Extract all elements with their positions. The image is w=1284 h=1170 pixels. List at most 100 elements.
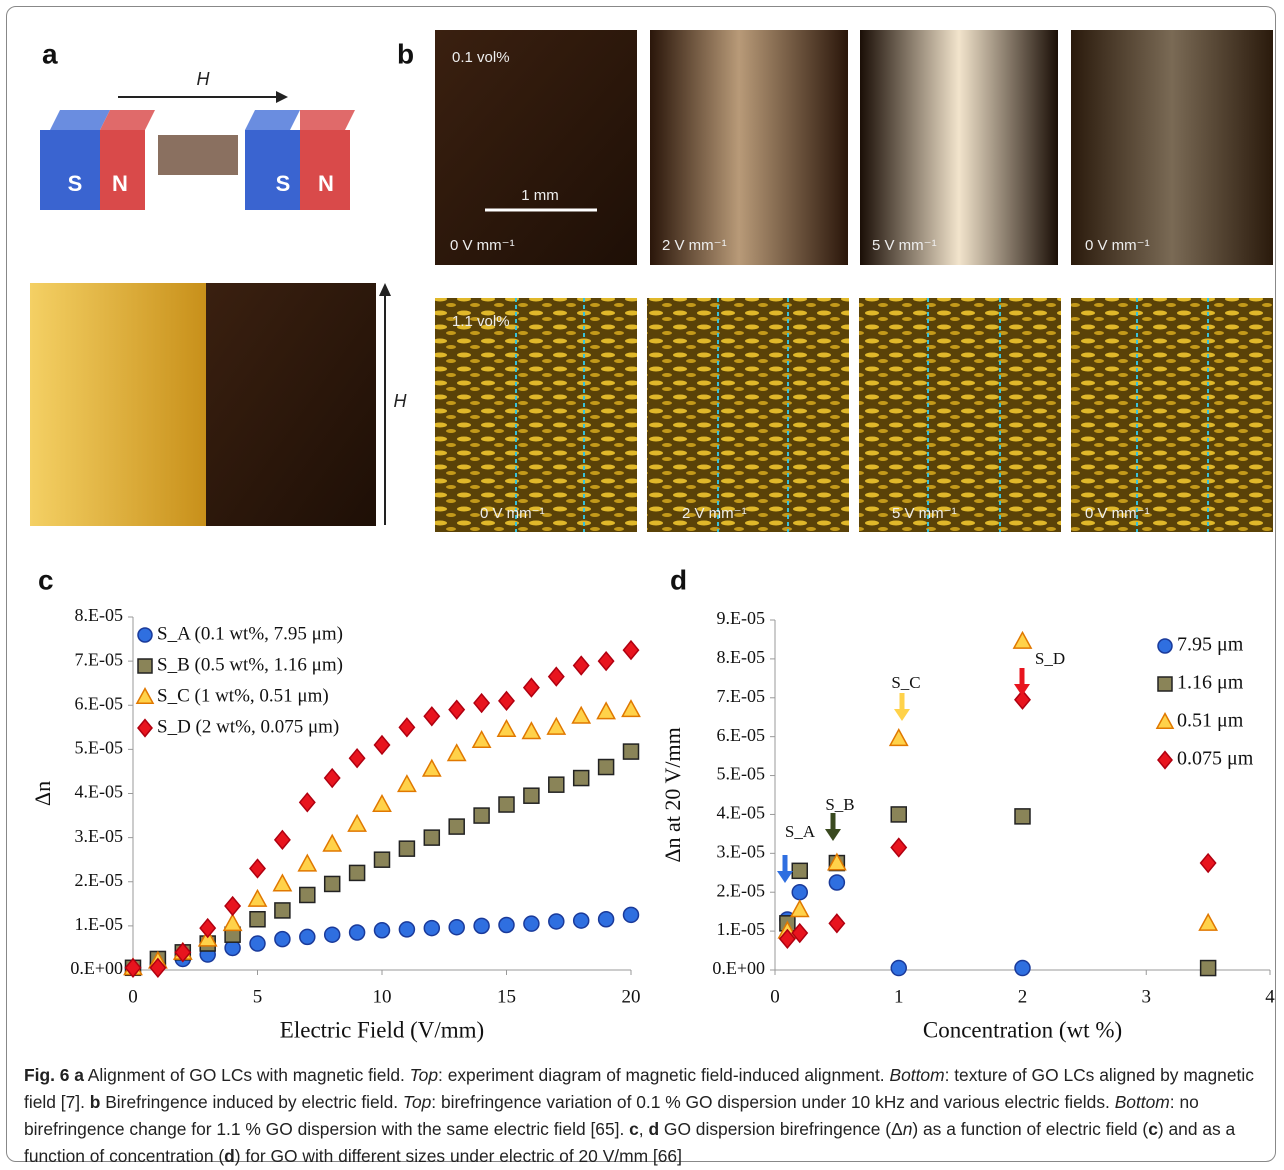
legend-label: 1.16 μm — [1177, 672, 1244, 694]
data-point — [200, 919, 215, 937]
y-tick-label: 8.E-05 — [75, 605, 124, 625]
photo-label: 5 V mm⁻¹ — [872, 237, 937, 254]
y-tick-label: 6.E-05 — [75, 693, 124, 713]
y-tick-label: 6.E-05 — [717, 725, 766, 745]
data-point — [424, 921, 439, 936]
data-point — [1200, 914, 1217, 930]
data-point — [399, 841, 414, 856]
data-point — [1201, 854, 1216, 872]
x-tick-label: 20 — [622, 986, 641, 1007]
field-label: H — [197, 69, 211, 89]
x-tick-label: 15 — [497, 986, 516, 1007]
data-point — [499, 917, 514, 932]
y-tick-label: 3.E-05 — [717, 841, 766, 861]
photo-label: 1.1 vol% — [452, 313, 510, 330]
caption-text: ) as a function of electric field ( — [912, 1119, 1148, 1139]
x-axis-title: Concentration (wt %) — [923, 1017, 1122, 1042]
caption-text: GO dispersion birefringence (Δ — [659, 1119, 903, 1139]
data-point — [829, 875, 844, 890]
annotation: S_C — [891, 673, 920, 692]
caption-text: ) for GO with different sizes under elec… — [235, 1146, 682, 1166]
photo-label: 0 V mm⁻¹ — [1085, 237, 1150, 254]
data-point — [524, 788, 539, 803]
data-point — [275, 831, 290, 849]
data-point — [275, 903, 290, 918]
data-point — [891, 839, 906, 857]
caption-text: c — [1148, 1119, 1158, 1139]
data-point — [622, 701, 639, 717]
x-tick-label: 2 — [1018, 986, 1028, 1007]
annotation-arrowhead — [825, 829, 841, 841]
legend-marker — [138, 659, 152, 673]
legend-marker — [1158, 639, 1172, 653]
photo-label: 2 V mm⁻¹ — [662, 237, 727, 254]
y-tick-label: 1.E-05 — [717, 919, 766, 939]
data-point — [474, 808, 489, 823]
photo-label: 0 V mm⁻¹ — [450, 237, 515, 254]
data-point — [829, 914, 844, 932]
y-tick-label: 9.E-05 — [717, 608, 766, 628]
data-point — [890, 730, 907, 746]
data-point — [274, 875, 291, 891]
x-tick-label: 4 — [1265, 986, 1275, 1007]
data-point — [250, 912, 265, 927]
caption-text: Top — [403, 1092, 431, 1112]
photo-label: 0 V mm⁻¹ — [1085, 505, 1150, 522]
legend-marker — [1158, 752, 1172, 769]
data-point — [523, 723, 540, 739]
annotation: S_A — [785, 822, 816, 841]
data-point — [375, 923, 390, 938]
data-point — [350, 865, 365, 880]
data-point — [624, 641, 639, 659]
data-point — [350, 749, 365, 767]
data-point — [350, 925, 365, 940]
caption-text: Alignment of GO LCs with magnetic field. — [84, 1065, 410, 1085]
data-point — [624, 744, 639, 759]
pole: N — [112, 171, 128, 196]
legend-marker — [1157, 714, 1173, 729]
x-tick-label: 1 — [894, 986, 904, 1007]
data-point — [325, 769, 340, 787]
caption-text: : birefringence variation of 0.1 % GO di… — [431, 1092, 1114, 1112]
annotation-arrowhead — [777, 871, 793, 883]
y-tick-label: 5.E-05 — [717, 764, 766, 784]
y-tick-label: 4.E-05 — [717, 803, 766, 823]
data-point — [599, 912, 614, 927]
caption-text: b — [90, 1092, 101, 1112]
annotation: S_D — [1035, 649, 1065, 668]
data-point — [891, 961, 906, 976]
x-tick-label: 3 — [1142, 986, 1152, 1007]
legend-label: S_D (2 wt%, 0.075 μm) — [157, 716, 339, 737]
data-point — [448, 745, 465, 761]
data-point — [549, 668, 564, 686]
data-point — [524, 679, 539, 697]
x-tick-label: 5 — [253, 986, 263, 1007]
data-point — [792, 885, 807, 900]
caption-text: c — [629, 1119, 639, 1139]
data-point — [449, 920, 464, 935]
texture-image: H — [30, 283, 408, 526]
x-tick-label: 0 — [128, 986, 138, 1007]
legend-label: S_A (0.1 wt%, 7.95 μm) — [157, 623, 343, 644]
y-tick-label: 5.E-05 — [75, 738, 124, 758]
data-point — [597, 703, 614, 719]
legend-label: 0.51 μm — [1177, 710, 1244, 732]
scale-label: 1 mm — [521, 187, 559, 204]
legend-marker — [138, 628, 152, 642]
data-point — [250, 860, 265, 878]
x-tick-label: 0 — [770, 986, 780, 1007]
y-tick-label: 2.E-05 — [717, 880, 766, 900]
annotation-arrowhead — [1014, 684, 1030, 696]
data-point — [599, 760, 614, 775]
data-point — [373, 796, 390, 812]
caption-text: n — [903, 1119, 913, 1139]
data-point — [249, 890, 266, 906]
legend-marker — [1158, 677, 1172, 691]
data-point — [549, 777, 564, 792]
y-tick-label: 3.E-05 — [75, 826, 124, 846]
y-tick-label: 1.E-05 — [75, 914, 124, 934]
pole: S — [68, 171, 83, 196]
y-tick-label: 7.E-05 — [717, 686, 766, 706]
y-tick-label: 7.E-05 — [75, 649, 124, 669]
data-point — [399, 718, 414, 736]
